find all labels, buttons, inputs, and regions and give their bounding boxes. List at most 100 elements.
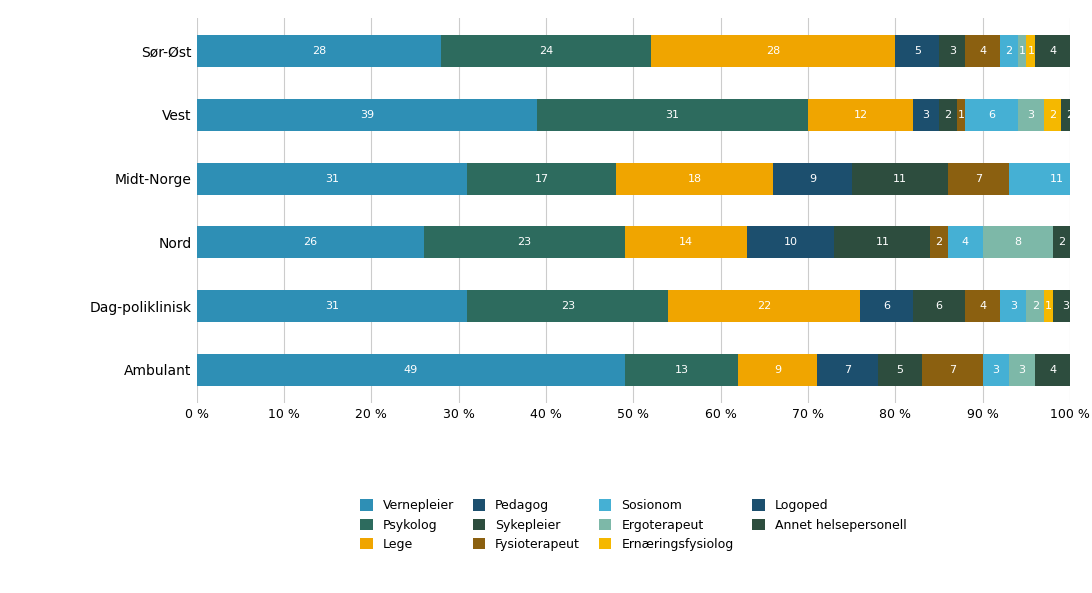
Bar xyxy=(965,99,1018,131)
Bar xyxy=(625,354,738,385)
Text: 10: 10 xyxy=(784,237,797,247)
Text: 6: 6 xyxy=(883,301,890,311)
Bar xyxy=(197,227,424,259)
Bar xyxy=(1053,227,1070,259)
Bar xyxy=(1018,99,1044,131)
Text: 7: 7 xyxy=(844,365,851,375)
Text: 3: 3 xyxy=(1028,110,1034,120)
Bar xyxy=(651,36,895,67)
Bar xyxy=(197,290,467,322)
Text: 11: 11 xyxy=(1051,174,1064,184)
Bar xyxy=(1061,99,1079,131)
Bar xyxy=(1009,162,1092,195)
Bar xyxy=(939,36,965,67)
Text: 11: 11 xyxy=(893,174,906,184)
Bar xyxy=(930,227,948,259)
Text: 8: 8 xyxy=(1014,237,1021,247)
Text: 31: 31 xyxy=(325,301,339,311)
Bar xyxy=(834,227,930,259)
Bar xyxy=(1000,290,1026,322)
Bar xyxy=(1035,354,1070,385)
Bar xyxy=(965,36,1000,67)
Text: 23: 23 xyxy=(518,237,531,247)
Bar xyxy=(1053,290,1079,322)
Text: 22: 22 xyxy=(757,301,772,311)
Text: 2: 2 xyxy=(1058,237,1065,247)
Legend: Vernepleier, Psykolog, Lege, Pedagog, Sykepleier, Fysioterapeut, Sosionom, Ergot: Vernepleier, Psykolog, Lege, Pedagog, Sy… xyxy=(355,495,912,556)
Text: 28: 28 xyxy=(765,46,781,56)
Text: 23: 23 xyxy=(561,301,574,311)
Text: 1: 1 xyxy=(958,110,964,120)
Bar xyxy=(1026,290,1044,322)
Bar xyxy=(747,227,834,259)
Text: 4: 4 xyxy=(962,237,969,247)
Text: 4: 4 xyxy=(980,301,986,311)
Text: 26: 26 xyxy=(304,237,317,247)
Bar xyxy=(773,162,852,195)
Text: 2: 2 xyxy=(945,110,951,120)
Bar xyxy=(878,354,922,385)
Text: 49: 49 xyxy=(403,365,418,375)
Text: 9: 9 xyxy=(774,365,781,375)
Text: 4: 4 xyxy=(980,46,986,56)
Bar xyxy=(441,36,651,67)
Bar xyxy=(983,354,1009,385)
Bar xyxy=(197,354,625,385)
Bar xyxy=(1000,36,1018,67)
Bar xyxy=(948,227,983,259)
Text: 7: 7 xyxy=(975,174,982,184)
Text: 3: 3 xyxy=(1019,365,1025,375)
Bar xyxy=(913,99,939,131)
Bar xyxy=(537,99,808,131)
Bar xyxy=(1044,99,1061,131)
Bar xyxy=(965,290,1000,322)
Text: 24: 24 xyxy=(538,46,554,56)
Bar xyxy=(860,290,913,322)
Text: 2: 2 xyxy=(1006,46,1012,56)
Text: 5: 5 xyxy=(897,365,903,375)
Bar xyxy=(616,162,773,195)
Text: 31: 31 xyxy=(325,174,339,184)
Bar xyxy=(922,354,983,385)
Text: 3: 3 xyxy=(993,365,999,375)
Text: 2: 2 xyxy=(936,237,942,247)
Text: 5: 5 xyxy=(914,46,921,56)
Bar xyxy=(817,354,878,385)
Text: 1: 1 xyxy=(1019,46,1025,56)
Text: 6: 6 xyxy=(936,301,942,311)
Text: 11: 11 xyxy=(876,237,889,247)
Bar xyxy=(625,227,747,259)
Text: 39: 39 xyxy=(360,110,373,120)
Bar xyxy=(1035,36,1070,67)
Text: 28: 28 xyxy=(311,46,327,56)
Text: 1: 1 xyxy=(1028,46,1034,56)
Text: 2: 2 xyxy=(1032,301,1038,311)
Bar xyxy=(197,99,537,131)
Text: 9: 9 xyxy=(809,174,816,184)
Bar xyxy=(895,36,939,67)
Text: 2: 2 xyxy=(1067,110,1073,120)
Text: 17: 17 xyxy=(535,174,548,184)
Bar xyxy=(467,162,616,195)
Text: 4: 4 xyxy=(1049,365,1056,375)
Bar xyxy=(939,99,957,131)
Bar xyxy=(197,162,467,195)
Bar xyxy=(913,290,965,322)
Bar xyxy=(668,290,860,322)
Bar xyxy=(197,36,441,67)
Text: 4: 4 xyxy=(1049,46,1056,56)
Text: 3: 3 xyxy=(1010,301,1017,311)
Text: 12: 12 xyxy=(854,110,867,120)
Text: 2: 2 xyxy=(1049,110,1056,120)
Text: 6: 6 xyxy=(988,110,995,120)
Bar xyxy=(424,227,625,259)
Text: 13: 13 xyxy=(675,365,688,375)
Text: 7: 7 xyxy=(949,365,956,375)
Text: 14: 14 xyxy=(679,237,692,247)
Bar xyxy=(1044,290,1053,322)
Text: 1: 1 xyxy=(1045,301,1052,311)
Text: 31: 31 xyxy=(666,110,679,120)
Bar xyxy=(738,354,817,385)
Text: 3: 3 xyxy=(949,46,956,56)
Text: 18: 18 xyxy=(688,174,701,184)
